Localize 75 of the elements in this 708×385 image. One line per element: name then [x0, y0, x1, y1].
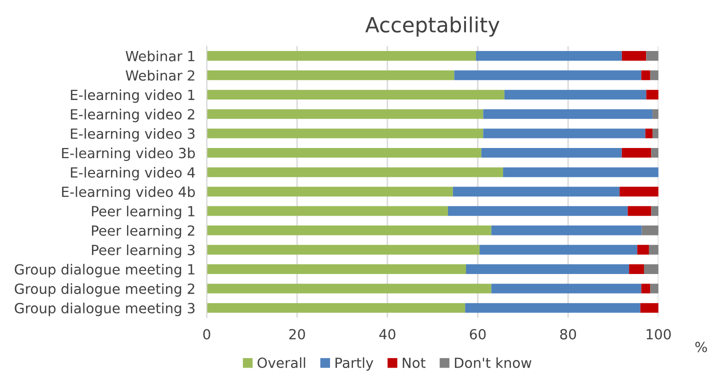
- bar: [645, 128, 653, 138]
- bar: [644, 264, 658, 274]
- bar: [206, 51, 476, 61]
- x-tick-label: 40: [379, 328, 396, 340]
- bar: [448, 206, 628, 216]
- y-tick-label: Group dialogue meeting 3: [14, 302, 195, 316]
- bar: [206, 90, 504, 100]
- x-tick-label: 0: [203, 328, 210, 340]
- bar: [206, 244, 480, 255]
- bar: [206, 148, 482, 158]
- bar: [206, 264, 466, 274]
- bar: [206, 167, 504, 178]
- y-tick-label: Group dialogue meeting 2: [14, 283, 194, 297]
- bar: [206, 70, 454, 80]
- bar: [650, 70, 658, 80]
- bar: [651, 148, 658, 158]
- y-tick-label: Group dialogue meeting 1: [14, 264, 194, 278]
- bar: [640, 303, 658, 313]
- bar: [206, 226, 492, 236]
- bar: [503, 167, 658, 178]
- bar: [452, 186, 620, 196]
- bar: [629, 264, 644, 274]
- bar: [454, 70, 642, 80]
- x-tick-label: 60: [470, 328, 486, 340]
- bar: [620, 186, 658, 196]
- bar: [480, 244, 638, 255]
- bar: [622, 148, 652, 158]
- bar: [206, 284, 492, 294]
- bar: [650, 284, 658, 294]
- y-tick-label: E-learning video 2: [70, 108, 194, 122]
- y-tick-label: E-learning video 3: [70, 128, 195, 142]
- bar: [646, 90, 658, 100]
- bar: [646, 51, 658, 61]
- bar: [476, 51, 622, 61]
- y-tick-label: E-learning video 4: [70, 166, 195, 180]
- y-tick-label: Webinar 2: [126, 70, 194, 81]
- bar: [206, 303, 466, 313]
- y-tick-label: Webinar 1: [126, 50, 194, 62]
- y-tick-label: E-learning video 3b: [62, 148, 195, 161]
- bar: [483, 128, 646, 138]
- bar: [504, 90, 646, 100]
- y-tick-label: Peer learning 3: [92, 244, 195, 258]
- chart-title: Acceptability: [365, 16, 500, 37]
- x-tick-label: 20: [289, 328, 305, 340]
- bar: [622, 51, 646, 61]
- y-tick-label: E-learning video 1: [70, 89, 194, 103]
- bar: [206, 109, 484, 119]
- y-tick-label: Peer learning 1: [92, 206, 194, 220]
- bar: [642, 226, 658, 236]
- x-tick-label: 100: [646, 328, 671, 340]
- bar: [651, 206, 658, 216]
- bar: [641, 284, 650, 294]
- bar: [652, 109, 658, 119]
- bar: [491, 284, 642, 294]
- bar: [481, 148, 622, 158]
- bar: [652, 128, 658, 138]
- bar: [465, 303, 640, 313]
- bar: [483, 109, 653, 119]
- y-tick-label: E-learning video 4b: [62, 186, 195, 200]
- x-axis-title: %: [695, 342, 707, 352]
- legend-label: Partly: [336, 357, 374, 371]
- bar: [628, 206, 652, 216]
- bar: [206, 206, 448, 216]
- bar: [648, 244, 658, 255]
- legend-label: Don't know: [454, 357, 532, 368]
- bar: [637, 244, 649, 255]
- bar: [641, 70, 650, 80]
- legend-label: Overall: [258, 357, 306, 368]
- y-tick-label: Peer learning 2: [92, 225, 194, 239]
- x-tick-label: 80: [560, 328, 576, 340]
- bar: [206, 186, 453, 196]
- bar: [491, 226, 642, 236]
- bar: [206, 128, 484, 138]
- bar: [466, 264, 630, 274]
- legend-label: Not: [402, 358, 426, 368]
